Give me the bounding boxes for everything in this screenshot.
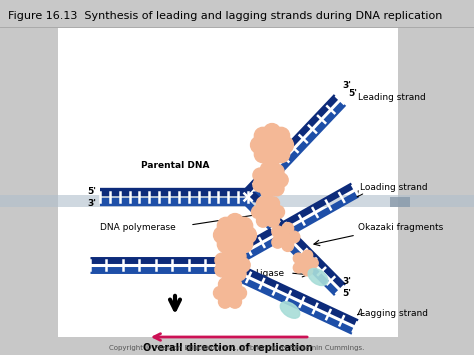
Circle shape (260, 162, 275, 176)
Circle shape (302, 250, 313, 261)
FancyBboxPatch shape (0, 195, 474, 207)
Circle shape (255, 127, 271, 144)
Ellipse shape (280, 302, 300, 318)
Text: Copyright © Pearson Education, Inc., publishing as Benjamin Cummings.: Copyright © Pearson Education, Inc., pub… (109, 344, 365, 351)
Text: 3': 3' (342, 81, 351, 90)
Circle shape (232, 267, 246, 281)
Circle shape (272, 236, 283, 248)
Circle shape (255, 146, 271, 163)
Text: 3': 3' (342, 278, 351, 286)
Circle shape (282, 240, 293, 251)
Circle shape (272, 206, 284, 218)
Circle shape (214, 226, 230, 244)
Circle shape (256, 197, 270, 210)
Circle shape (236, 258, 250, 272)
Text: Leading strand: Leading strand (358, 93, 426, 103)
Text: 5': 5' (87, 186, 96, 196)
Circle shape (224, 287, 236, 299)
Text: Ligase: Ligase (255, 268, 284, 278)
Circle shape (234, 286, 246, 300)
Circle shape (270, 164, 284, 179)
Circle shape (273, 146, 290, 163)
Text: Figure 16.13  Synthesis of leading and lagging strands during DNA replication: Figure 16.13 Synthesis of leading and la… (8, 11, 442, 21)
Circle shape (222, 269, 237, 283)
Text: 5': 5' (342, 289, 351, 299)
Circle shape (215, 253, 229, 267)
Circle shape (227, 227, 243, 243)
Text: Parental DNA: Parental DNA (141, 161, 209, 170)
Circle shape (236, 236, 253, 253)
Circle shape (227, 214, 244, 230)
Circle shape (308, 258, 318, 268)
Circle shape (288, 231, 300, 243)
Circle shape (272, 226, 283, 237)
Circle shape (256, 214, 270, 227)
Circle shape (276, 137, 293, 153)
Ellipse shape (308, 268, 328, 285)
Circle shape (222, 247, 237, 261)
Text: DNA polymerase: DNA polymerase (100, 223, 176, 231)
Circle shape (219, 278, 231, 291)
Text: 3': 3' (87, 198, 96, 208)
Circle shape (264, 137, 280, 153)
Circle shape (274, 173, 288, 187)
Circle shape (280, 231, 291, 242)
Circle shape (302, 266, 313, 276)
Text: Lagging strand: Lagging strand (360, 308, 428, 317)
Circle shape (264, 124, 281, 141)
Circle shape (270, 181, 284, 196)
Circle shape (293, 262, 304, 273)
Circle shape (227, 240, 244, 256)
Circle shape (264, 173, 277, 187)
Circle shape (239, 226, 256, 244)
Circle shape (273, 127, 290, 144)
Circle shape (266, 197, 280, 210)
Circle shape (262, 206, 274, 218)
Circle shape (252, 206, 264, 218)
Circle shape (253, 178, 267, 192)
Circle shape (251, 137, 267, 153)
Circle shape (218, 236, 234, 253)
Circle shape (300, 258, 310, 268)
Circle shape (253, 168, 267, 182)
Circle shape (282, 223, 293, 234)
Circle shape (226, 258, 238, 272)
Circle shape (260, 184, 275, 198)
Circle shape (228, 295, 241, 308)
Circle shape (215, 263, 229, 277)
Text: 5': 5' (348, 89, 357, 98)
Text: Overall direction of replication: Overall direction of replication (143, 343, 313, 353)
Circle shape (232, 249, 246, 263)
Circle shape (236, 217, 253, 234)
Circle shape (218, 217, 234, 234)
Circle shape (264, 149, 281, 166)
Circle shape (266, 214, 280, 227)
Text: Okazaki fragments: Okazaki fragments (358, 223, 443, 231)
FancyBboxPatch shape (390, 197, 410, 207)
Circle shape (228, 278, 241, 291)
Circle shape (219, 295, 231, 308)
Circle shape (293, 253, 304, 263)
FancyBboxPatch shape (58, 27, 398, 337)
Text: Loading strand: Loading strand (360, 182, 428, 191)
Circle shape (213, 286, 227, 300)
